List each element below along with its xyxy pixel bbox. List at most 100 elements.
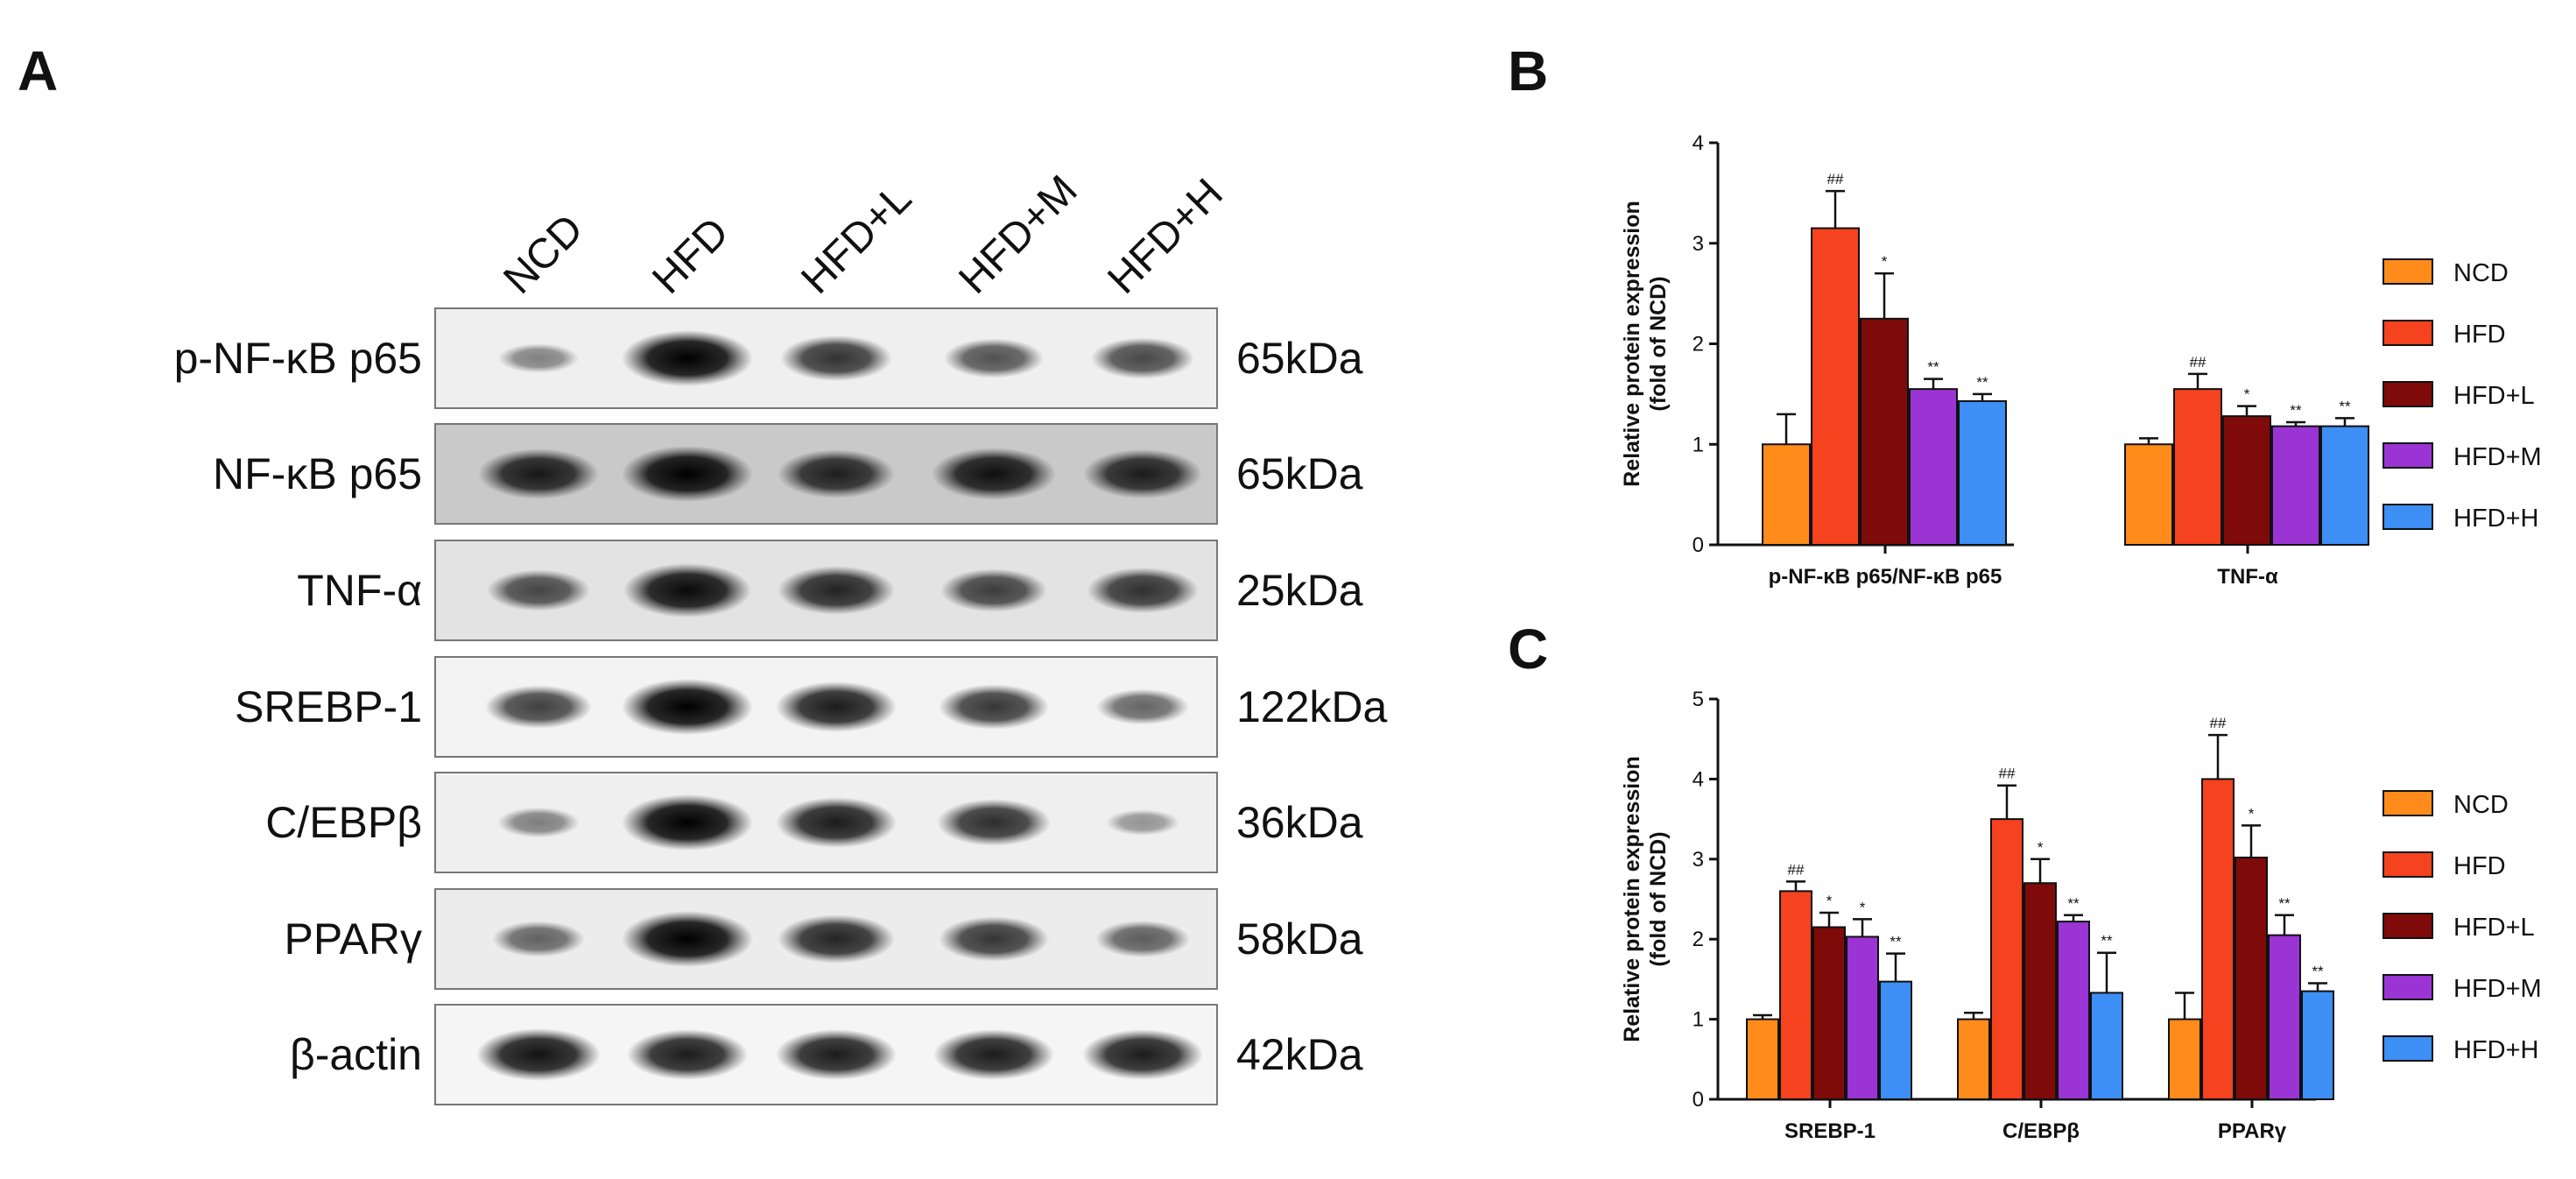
y-tick-label: 2 [1693, 333, 1704, 357]
blot-band [487, 569, 590, 611]
lane-label: HFD+M [950, 166, 1086, 302]
y-tick-label: 3 [1693, 232, 1704, 256]
x-tick-label: TNF-α [2217, 565, 2278, 589]
significance-label: ** [2067, 895, 2080, 912]
protein-label: NF-κB p65 [213, 449, 422, 498]
bar [1746, 1018, 1779, 1100]
significance-label: ## [1788, 861, 1805, 878]
legend-label: NCD [2453, 791, 2509, 819]
lane-label: HFD+L [792, 175, 920, 303]
lane-label: NCD [495, 206, 592, 303]
bar [2023, 882, 2057, 1100]
legend-swatch [2382, 258, 2433, 285]
blot-band [492, 921, 585, 957]
protein-label: TNF-α [297, 566, 422, 615]
bar [1879, 980, 1912, 1100]
bar [2173, 388, 2222, 547]
bar [1909, 388, 1958, 547]
significance-label: ## [1999, 766, 2016, 782]
significance-label: ** [2290, 402, 2302, 419]
legend-label: HFD+M [2453, 975, 2542, 1003]
blot-band [944, 338, 1044, 378]
bar [1812, 926, 1846, 1100]
blot-band [622, 794, 753, 851]
y-axis-title: Relative protein expression [1620, 201, 1644, 487]
western-blot: NCD HFD HFD+L HFD+M HFD+H p-NF-κB p65 65kDa NF-… [174, 166, 1388, 1105]
blot-band [1094, 920, 1191, 958]
y-tick-label: 4 [1693, 767, 1704, 791]
bar [2235, 856, 2268, 1100]
protein-label: PPARγ [285, 914, 422, 964]
significance-label: ## [1827, 171, 1844, 187]
kda-label: 122kDa [1236, 682, 1388, 731]
blot-band [937, 799, 1051, 846]
significance-label: ** [1890, 934, 1902, 950]
kda-label: 65kDa [1236, 334, 1363, 383]
bar [1779, 890, 1812, 1100]
bar [1762, 443, 1811, 546]
chart-b: 0 1 2 3 4 Relative protein expression (fold of… [1620, 131, 2542, 589]
significance-label: ## [2190, 354, 2206, 371]
bar [1990, 818, 2023, 1100]
blot-band [476, 1028, 601, 1081]
y-axis-title: Relative protein expression [1620, 756, 1644, 1042]
significance-label: ** [1927, 359, 1939, 376]
bar [2320, 425, 2369, 546]
legend-label: HFD [2453, 321, 2506, 349]
bar [2268, 934, 2301, 1100]
protein-label: C/EBPβ [265, 798, 422, 847]
significance-label: * [2244, 386, 2250, 403]
panel-label-c: C [1508, 618, 1548, 681]
legend-swatch [2382, 381, 2433, 407]
legend-label: HFD+M [2453, 443, 2542, 471]
kda-label: 42kDa [1236, 1030, 1363, 1079]
bar [1958, 399, 2007, 546]
bar [1846, 935, 1879, 1101]
legend-swatch [2382, 974, 2433, 1000]
blot-band [776, 1029, 897, 1080]
blot-band [627, 1029, 748, 1080]
blot-band [622, 911, 753, 967]
protein-label: β-actin [290, 1030, 422, 1079]
blot-band [939, 916, 1049, 962]
blot-band [485, 685, 592, 729]
legend-swatch [2382, 1035, 2433, 1062]
bar [2124, 443, 2173, 546]
significance-label: ** [1976, 374, 1988, 391]
blot-band [1082, 1029, 1203, 1080]
y-tick-label: 4 [1693, 131, 1704, 155]
legend-label: HFD [2453, 852, 2506, 880]
y-axis-subtitle: (fold of NCD) [1646, 831, 1671, 966]
blot-band [1087, 567, 1199, 614]
legend-swatch [2382, 913, 2433, 939]
legend-swatch [2382, 790, 2433, 816]
legend-label: HFD+L [2453, 914, 2535, 942]
blot-band [1096, 688, 1189, 725]
bar [2301, 990, 2334, 1100]
chart-c: 0 1 2 3 4 5 Relative protein expression (fold o… [1620, 688, 2542, 1143]
legend-label: HFD+L [2453, 382, 2535, 410]
lane-label: HFD+H [1099, 170, 1232, 303]
blot-band [1091, 337, 1194, 379]
blot-band [497, 343, 580, 373]
blot-band [780, 335, 892, 382]
blot-band [622, 330, 753, 386]
significance-label: * [1882, 253, 1888, 270]
legend-label: HFD+H [2453, 1036, 2538, 1064]
bar [1811, 227, 1860, 546]
blot-band [932, 448, 1056, 500]
legend-swatch [2382, 442, 2433, 469]
bar [1957, 1018, 1990, 1100]
significance-label: * [1860, 899, 1866, 915]
bar [1860, 317, 1909, 546]
blot-band [1105, 809, 1180, 836]
significance-label: * [2249, 805, 2255, 822]
blot-band [623, 563, 751, 618]
kda-label: 58kDa [1236, 914, 1363, 964]
legend-label: HFD+H [2453, 505, 2538, 533]
significance-label: * [1826, 893, 1833, 909]
bar [2057, 921, 2090, 1101]
y-axis-subtitle: (fold of NCD) [1646, 276, 1671, 411]
x-tick-label: p-NF-κB p65/NF-κB p65 [1769, 565, 2002, 589]
